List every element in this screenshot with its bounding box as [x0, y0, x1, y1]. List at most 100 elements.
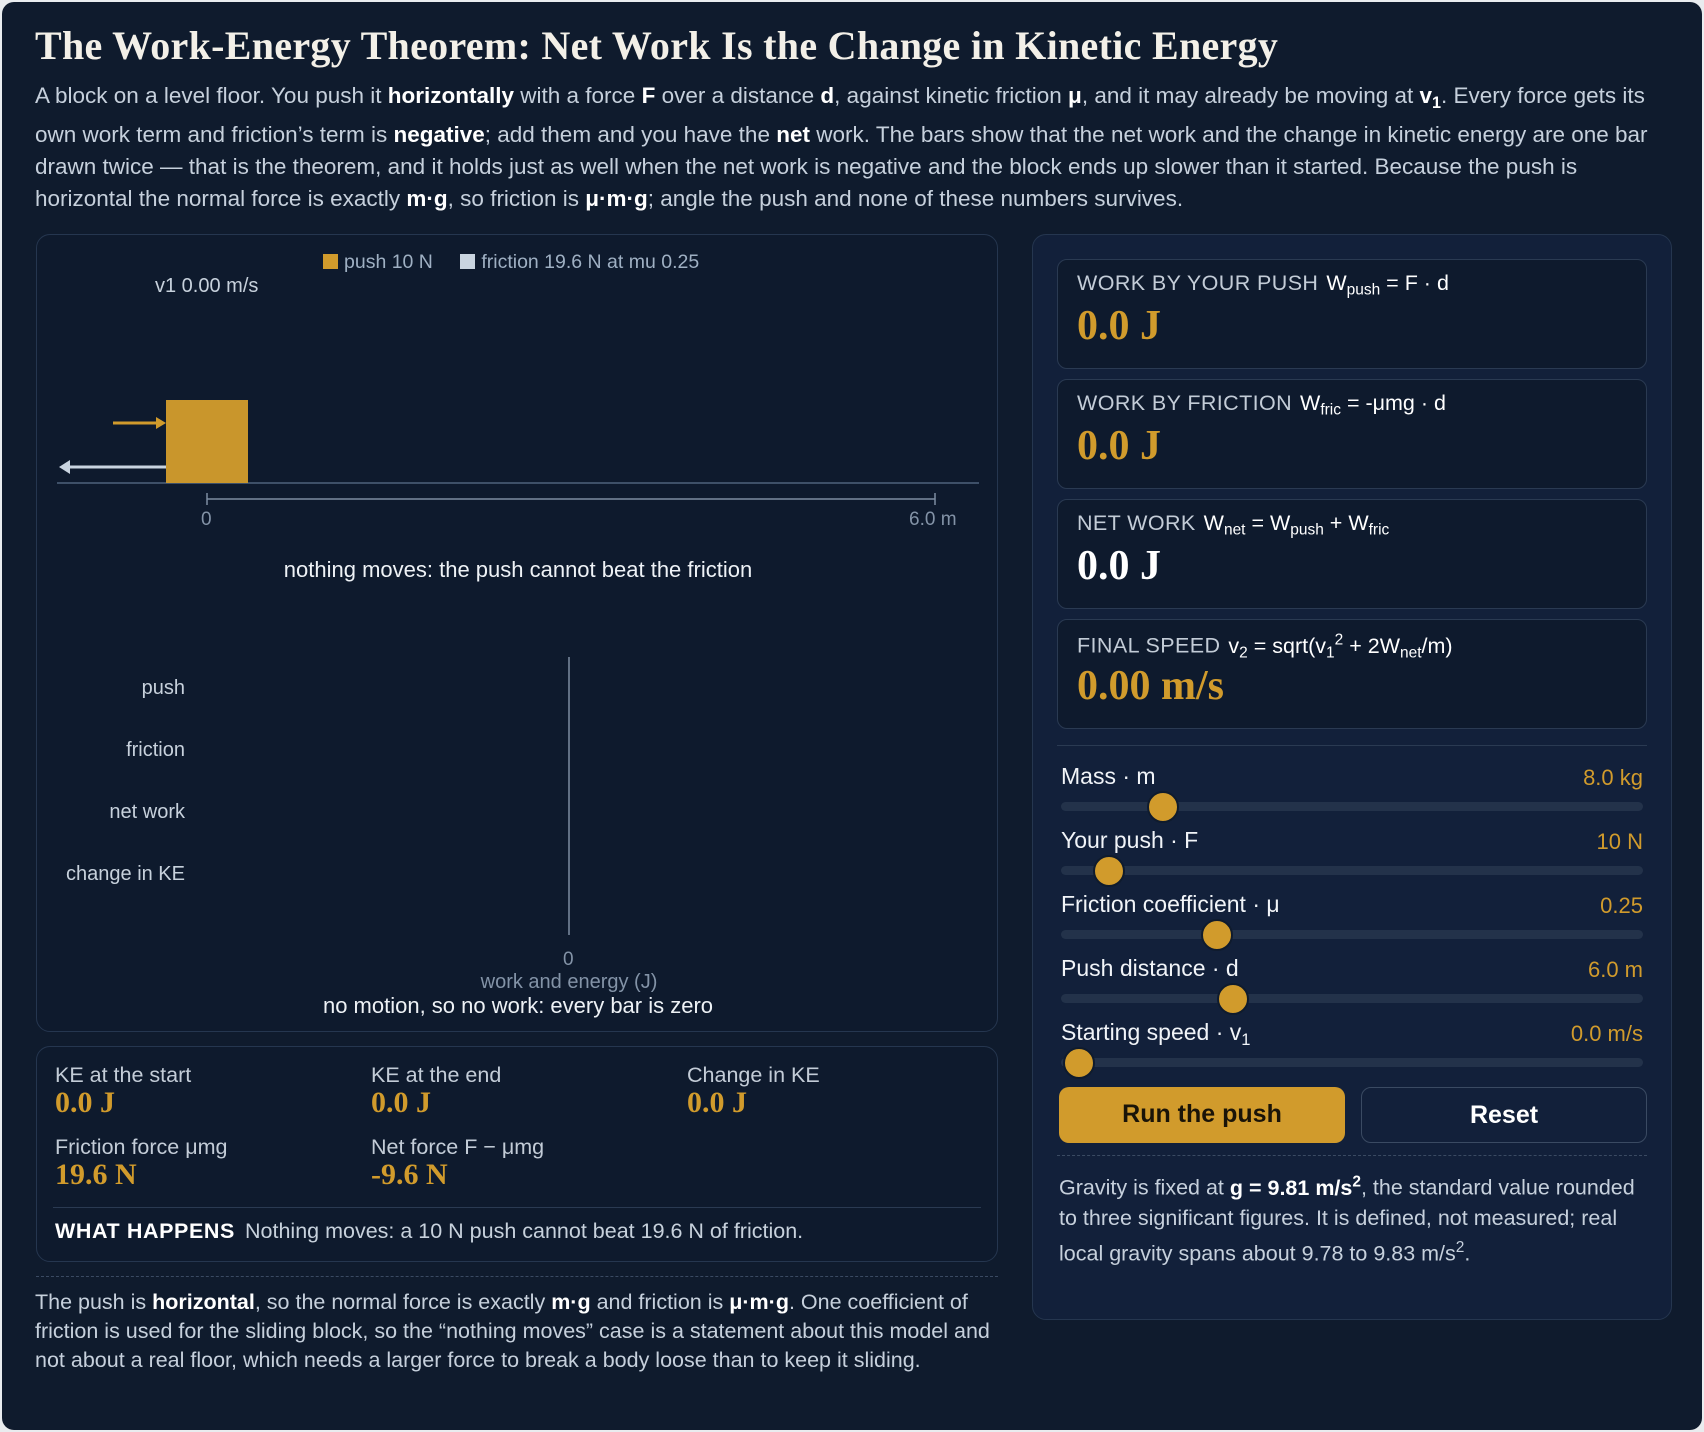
formula-work-friction: Wfric = -μmg · d: [1300, 391, 1446, 419]
stat-ke-start-label: KE at the start: [55, 1063, 192, 1087]
stat-friction-force-label: Friction force μmg: [55, 1135, 228, 1159]
stat-delta-ke-label: Change in KE: [687, 1063, 820, 1087]
card-net-work-label: NET WORK: [1077, 511, 1196, 535]
stat-net-force: Net force F − μmg -9.6 N: [371, 1135, 544, 1192]
stat-ke-start: KE at the start 0.0 J: [55, 1063, 191, 1120]
friction-swatch: [460, 254, 476, 269]
force-legend: push 10 N friction 19.6 N at mu 0.25: [323, 251, 721, 274]
bar-label-net-work: net work: [109, 801, 185, 823]
velocity-readout: v1 0.00 m/s: [155, 275, 259, 297]
bar-label-change-in-ke: change in KE: [66, 863, 185, 885]
formula-net-work: Wnet = Wpush + Wfric: [1203, 511, 1390, 539]
bar-axis-label: work and energy (J): [480, 971, 658, 993]
bar-caption: no motion, so no work: every bar is zero: [322, 993, 714, 1018]
card-work-push-value: 0.0 J: [1077, 303, 1161, 349]
slider-mass-value: 8.0 kg: [1583, 765, 1643, 790]
slider-push[interactable]: Your push · F 10 N: [1061, 827, 1643, 887]
stat-delta-ke-value: 0.0 J: [687, 1086, 747, 1119]
stat-friction-force: Friction force μmg 19.6 N: [55, 1135, 227, 1192]
intro-paragraph: A block on a level floor. You push it ho…: [35, 83, 1648, 211]
push-swatch: [323, 254, 338, 269]
slider-push-track[interactable]: [1061, 866, 1643, 875]
stat-net-force-value: -9.6 N: [371, 1158, 448, 1191]
stat-net-force-label: Net force F − μmg: [371, 1135, 545, 1159]
slider-mass-thumb[interactable]: [1146, 791, 1179, 823]
card-work-friction: WORK BY FRICTION Wfric = -μmg · d 0.0 J: [1057, 379, 1647, 489]
simulation-panel: push 10 N friction 19.6 N at mu 0.25 v1 …: [36, 234, 998, 1032]
what-happens: WHAT HAPPENS Nothing moves: a 10 N push c…: [55, 1219, 803, 1244]
stat-friction-force-value: 19.6 N: [55, 1158, 137, 1191]
gravity-divider: [1057, 1155, 1647, 1156]
legend-push-label: push 10 N: [344, 251, 433, 273]
slider-mass-label: Mass · m: [1061, 763, 1156, 789]
bar-zero-tick: 0: [563, 949, 574, 970]
slider-start-speed-value: 0.0 m/s: [1570, 1021, 1643, 1046]
card-work-friction-label: WORK BY FRICTION: [1077, 391, 1293, 415]
legend-friction: friction 19.6 N at mu 0.25: [460, 251, 699, 274]
stat-delta-ke: Change in KE 0.0 J: [687, 1063, 820, 1120]
legend-friction-label: friction 19.6 N at mu 0.25: [481, 251, 700, 273]
legend-push: push 10 N: [323, 251, 433, 274]
slider-push-label: Your push · F: [1061, 827, 1199, 853]
card-final-speed-label: FINAL SPEED: [1077, 633, 1221, 658]
card-final-speed-value: 0.00 m/s: [1077, 663, 1224, 709]
slider-distance[interactable]: Push distance · d 6.0 m: [1061, 955, 1643, 1015]
card-final-speed: FINAL SPEED v2 = sqrt(v12 + 2Wnet/m) 0.00…: [1057, 619, 1647, 729]
card-work-push-label: WORK BY YOUR PUSH: [1077, 271, 1319, 295]
card-work-push: WORK BY YOUR PUSH Wpush = F · d 0.0 J: [1057, 259, 1647, 369]
card-net-work: NET WORK Wnet = Wpush + Wfric 0.0 J: [1057, 499, 1647, 609]
controls-panel: WORK BY YOUR PUSH Wpush = F · d 0.0 J WOR…: [1032, 234, 1672, 1320]
slider-mu[interactable]: Friction coefficient · μ 0.25: [1061, 891, 1643, 951]
stat-ke-start-value: 0.0 J: [55, 1086, 115, 1119]
slider-distance-label: Push distance · d: [1061, 955, 1239, 981]
stat-ke-end-label: KE at the end: [371, 1063, 502, 1087]
slider-mu-thumb[interactable]: [1200, 919, 1233, 951]
run-push-button[interactable]: Run the push: [1059, 1087, 1345, 1143]
card-final-speed-heading: FINAL SPEED v2 = sqrt(v12 + 2Wnet/m): [1077, 631, 1453, 662]
track-end-label: 6.0 m: [909, 509, 957, 530]
work-energy-bar-chart: [568, 657, 570, 935]
motion-track: [57, 400, 979, 505]
what-happens-label: WHAT HAPPENS: [55, 1219, 235, 1243]
friction-arrowhead: [59, 460, 70, 474]
card-net-work-value: 0.0 J: [1077, 543, 1161, 589]
motion-caption: nothing moves: the push cannot beat the …: [283, 557, 753, 582]
bar-label-push: push: [141, 677, 185, 699]
slider-mass-track[interactable]: [1061, 802, 1643, 811]
card-work-push-heading: WORK BY YOUR PUSH Wpush = F · d: [1077, 271, 1449, 300]
stats-divider: [53, 1207, 981, 1208]
slider-distance-thumb[interactable]: [1216, 983, 1249, 1015]
stat-ke-end: KE at the end 0.0 J: [371, 1063, 501, 1120]
slider-distance-value: 6.0 m: [1587, 957, 1643, 982]
slider-start-speed-thumb[interactable]: [1063, 1047, 1095, 1079]
slider-start-speed-label: Starting speed · v1: [1061, 1019, 1251, 1049]
block: [166, 400, 248, 483]
slider-start-speed-track[interactable]: [1061, 1058, 1643, 1067]
card-net-work-heading: NET WORK Wnet = Wpush + Wfric: [1077, 511, 1389, 540]
formula-work-push: Wpush = F · d: [1326, 271, 1449, 299]
slider-mu-value: 0.25: [1600, 893, 1643, 918]
slider-mu-track[interactable]: [1061, 930, 1643, 939]
controls-divider: [1057, 745, 1647, 746]
card-work-friction-value: 0.0 J: [1077, 423, 1161, 469]
slider-push-value: 10 N: [1596, 829, 1643, 854]
stats-panel: KE at the start 0.0 J KE at the end 0.0 …: [36, 1046, 998, 1262]
page-title: The Work-Energy Theorem: Net Work Is the…: [35, 23, 1279, 68]
footnote-divider: [36, 1276, 998, 1277]
formula-final-speed: v2 = sqrt(v12 + 2Wnet/m): [1228, 631, 1453, 662]
slider-mu-label: Friction coefficient · μ: [1061, 891, 1280, 917]
track-start-label: 0: [201, 509, 212, 530]
push-arrowhead: [156, 417, 166, 429]
footnote: The push is horizontal, so the normal fo…: [35, 1290, 990, 1372]
slider-mass[interactable]: Mass · m 8.0 kg: [1061, 763, 1643, 823]
slider-start-speed[interactable]: Starting speed · v1 0.0 m/s: [1061, 1019, 1643, 1079]
stat-ke-end-value: 0.0 J: [371, 1086, 431, 1119]
bar-label-friction: friction: [126, 739, 185, 761]
slider-push-thumb[interactable]: [1092, 855, 1125, 887]
reset-button[interactable]: Reset: [1361, 1087, 1647, 1143]
card-work-friction-heading: WORK BY FRICTION Wfric = -μmg · d: [1077, 391, 1446, 420]
slider-distance-track[interactable]: [1061, 994, 1643, 1003]
what-happens-text: Nothing moves: a 10 N push cannot beat 1…: [245, 1219, 804, 1243]
gravity-note: Gravity is fixed at g = 9.81 m/s2, the s…: [1059, 1173, 1635, 1265]
